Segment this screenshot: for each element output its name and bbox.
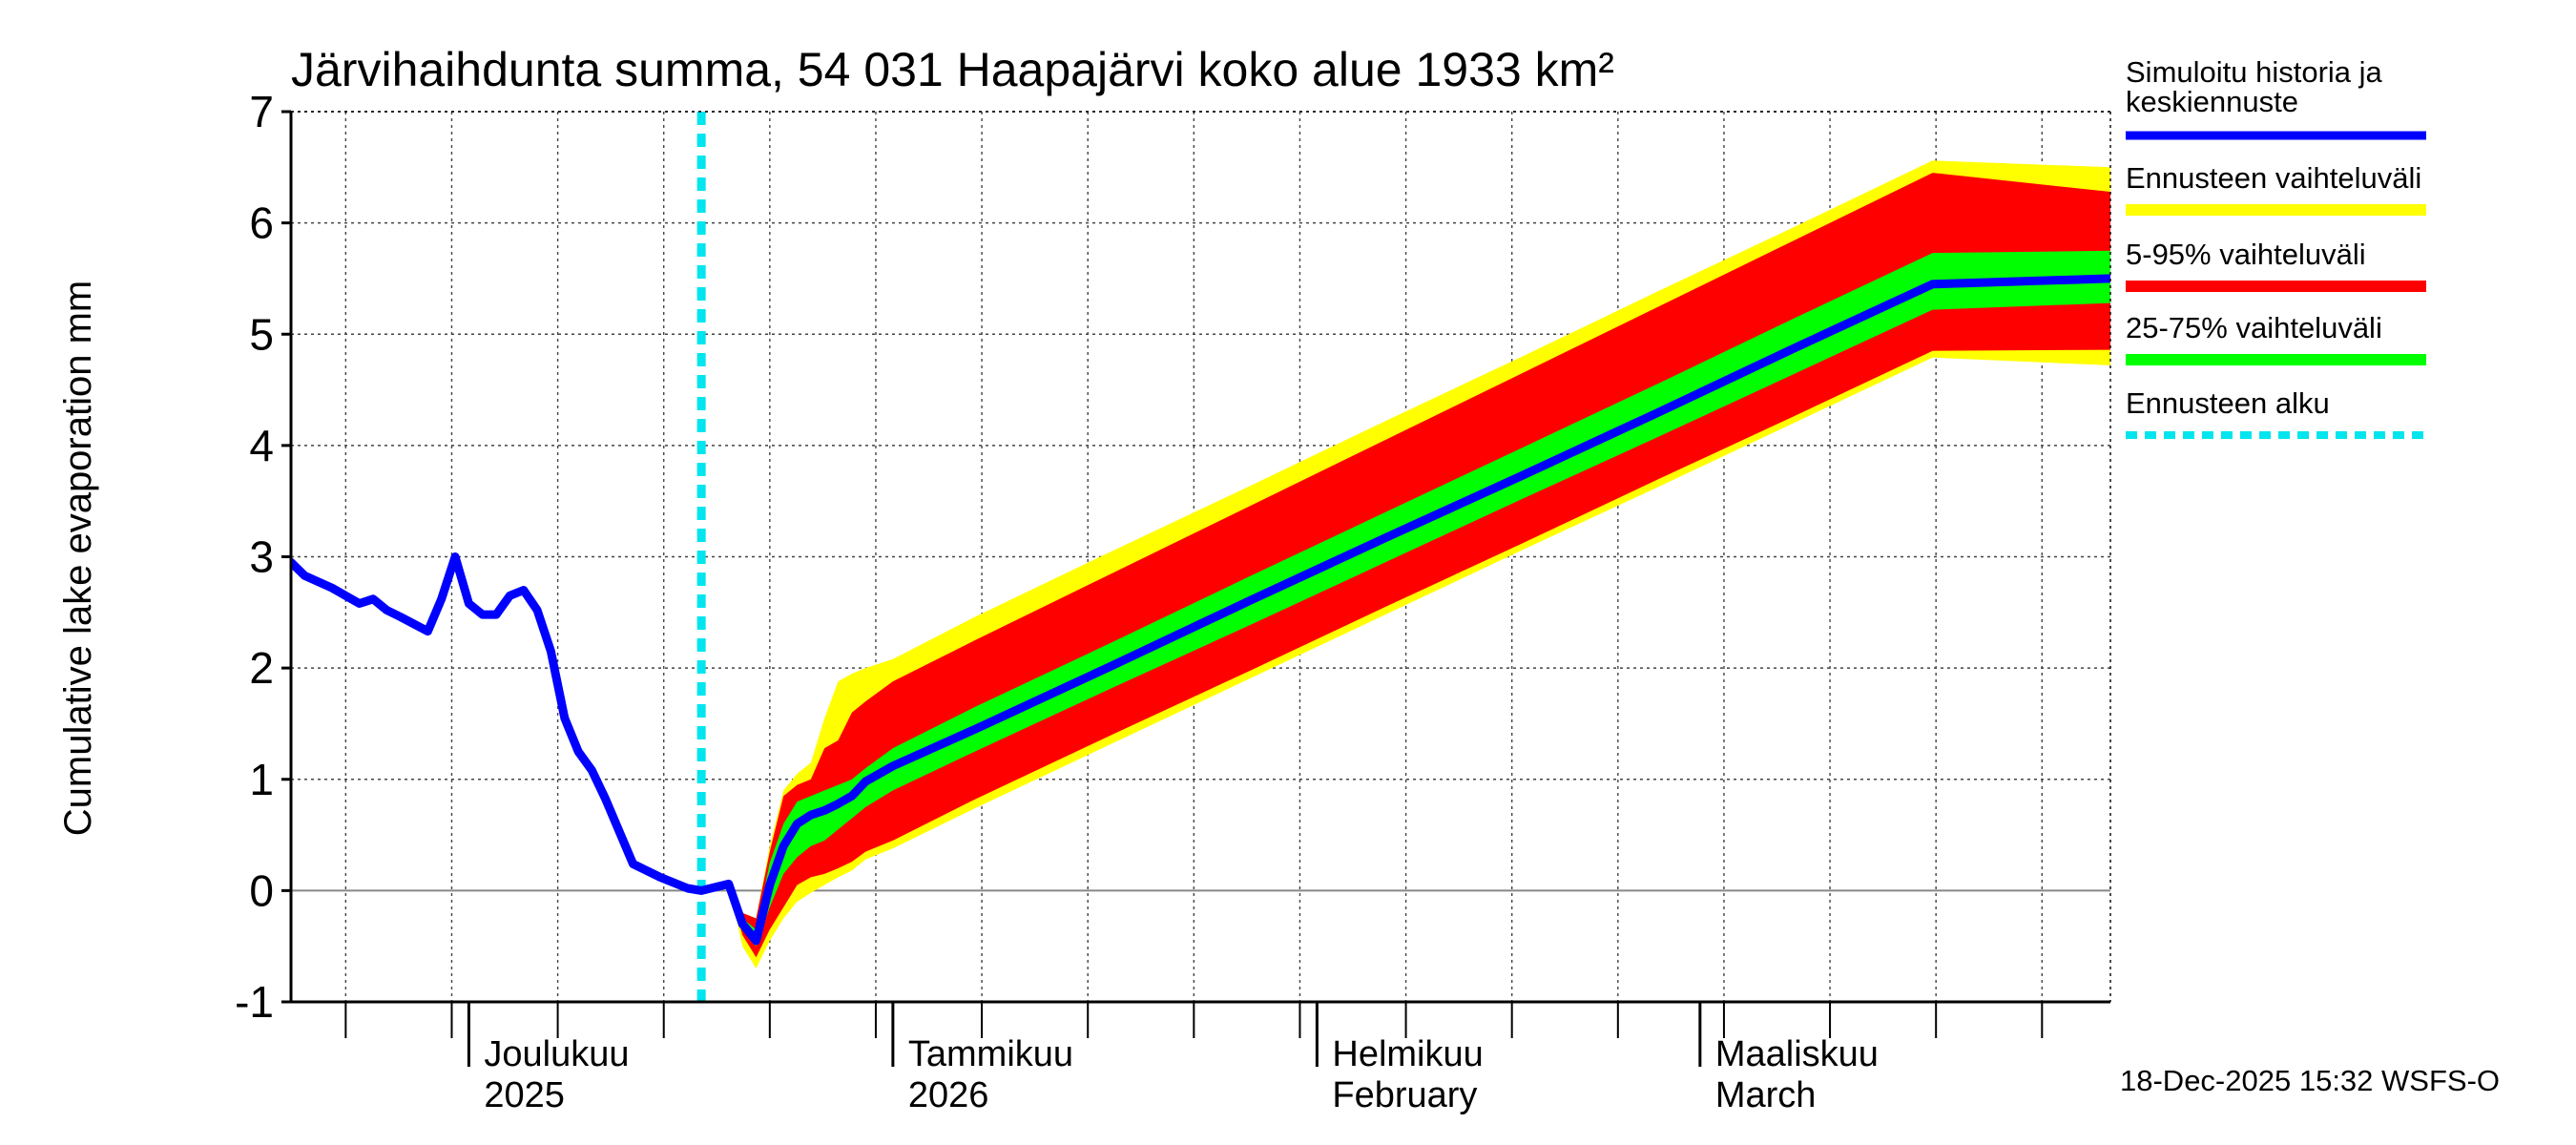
- y-tick-label: -1: [235, 977, 274, 1027]
- legend-label: 5-95% vaihteluväli: [2126, 238, 2366, 271]
- y-tick-label: 1: [249, 755, 274, 804]
- y-tick-label: 5: [249, 309, 274, 359]
- x-tick-label-month: Tammikuu: [908, 1034, 1073, 1074]
- y-axis-label: Cumulative lake evaporation mm: [57, 281, 99, 836]
- y-tick-label: 4: [249, 421, 274, 470]
- x-tick-label-year: 2026: [908, 1075, 989, 1115]
- y-tick-label: 2: [249, 643, 274, 693]
- x-tick-label-year: 2025: [484, 1075, 565, 1115]
- x-tick-label-year: March: [1715, 1075, 1817, 1115]
- y-tick-label: 6: [249, 198, 274, 248]
- median-line: [291, 274, 2110, 946]
- y-tick-label: 7: [249, 87, 274, 136]
- timestamp-footer: 18-Dec-2025 15:32 WSFS-O: [2120, 1064, 2500, 1097]
- legend-label: 25-75% vaihteluväli: [2126, 311, 2382, 344]
- legend-label: Ennusteen alku: [2126, 386, 2330, 420]
- chart-title: Järvihaihdunta summa, 54 031 Haapajärvi …: [291, 43, 1614, 96]
- series-lines: [291, 112, 2110, 1002]
- x-tick-label-year: February: [1332, 1075, 1477, 1115]
- x-tick-label-month: Joulukuu: [484, 1034, 629, 1074]
- x-tick-label-month: Helmikuu: [1332, 1034, 1483, 1074]
- legend-label: Ennusteen vaihteluväli: [2126, 161, 2421, 195]
- y-tick-label: 0: [249, 865, 274, 915]
- x-tick-label-month: Maaliskuu: [1715, 1034, 1879, 1074]
- legend-label-history: Simuloitu historia ja: [2126, 55, 2383, 89]
- legend-label-history: keskiennuste: [2126, 85, 2298, 118]
- y-tick-label: 3: [249, 532, 274, 582]
